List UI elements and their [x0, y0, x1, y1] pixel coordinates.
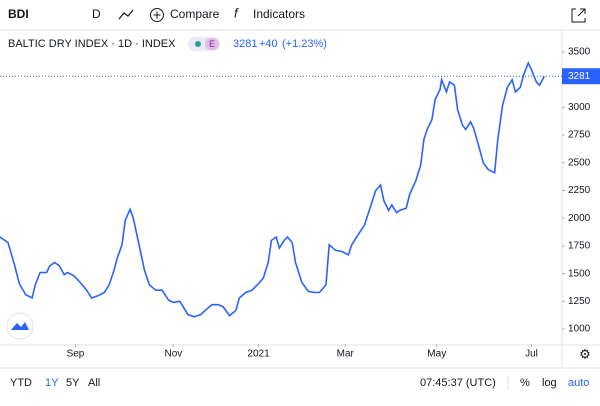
- auto-toggle[interactable]: auto: [568, 377, 589, 389]
- range-button[interactable]: YTD: [10, 377, 32, 389]
- y-tick-label: 1500: [568, 268, 591, 279]
- fullscreen-icon[interactable]: [571, 8, 586, 23]
- x-tick-label: Jul: [525, 349, 538, 360]
- y-tick-label: 1250: [568, 296, 591, 307]
- y-tick-label: 2500: [568, 157, 591, 168]
- y-tick-label: 2250: [568, 185, 591, 196]
- settings-icon[interactable]: ⚙: [579, 346, 591, 361]
- legend-title: BALTIC DRY INDEX · 1D · INDEX: [8, 38, 176, 50]
- range-button[interactable]: 5Y: [66, 377, 80, 389]
- chart-style-icon[interactable]: [118, 9, 134, 20]
- percent-toggle[interactable]: %: [520, 377, 530, 389]
- indicators-button[interactable]: Indicators: [253, 7, 305, 21]
- indicators-icon[interactable]: f: [234, 5, 239, 20]
- y-tick-label: 2750: [568, 130, 591, 141]
- last-price-box: [562, 68, 600, 85]
- last-price-label: 3281: [568, 71, 591, 82]
- legend-last: 3281: [233, 38, 257, 50]
- y-tick-label: 1750: [568, 241, 591, 252]
- log-toggle[interactable]: log: [542, 377, 557, 389]
- symbol[interactable]: BDI: [8, 7, 29, 21]
- price-line: [0, 60, 546, 318]
- x-tick-label: Nov: [165, 349, 183, 360]
- legend-change-pct: (+1.23%): [282, 38, 327, 50]
- y-tick-label: 3000: [568, 102, 591, 113]
- y-tick-label: 2000: [568, 213, 591, 224]
- x-tick-label: 2021: [247, 349, 270, 360]
- compare-icon[interactable]: [150, 8, 164, 22]
- badge: E: [209, 39, 215, 49]
- x-tick-label: Mar: [337, 349, 355, 360]
- y-tick-label: 3500: [568, 47, 591, 58]
- compare-plus: [153, 11, 161, 19]
- clock: 07:45:37 (UTC): [420, 377, 496, 389]
- compare-button[interactable]: Compare: [170, 7, 220, 21]
- range-button[interactable]: 1Y: [45, 377, 59, 389]
- y-tick-label: 1000: [568, 324, 591, 335]
- x-tick-label: Sep: [67, 349, 85, 360]
- logo: [11, 322, 29, 330]
- x-tick-label: May: [427, 349, 446, 360]
- interval[interactable]: D: [92, 7, 101, 21]
- status-dot: [195, 41, 201, 47]
- badge-bg: [205, 38, 219, 50]
- legend-change: +40: [259, 38, 278, 50]
- range-button[interactable]: All: [88, 377, 100, 389]
